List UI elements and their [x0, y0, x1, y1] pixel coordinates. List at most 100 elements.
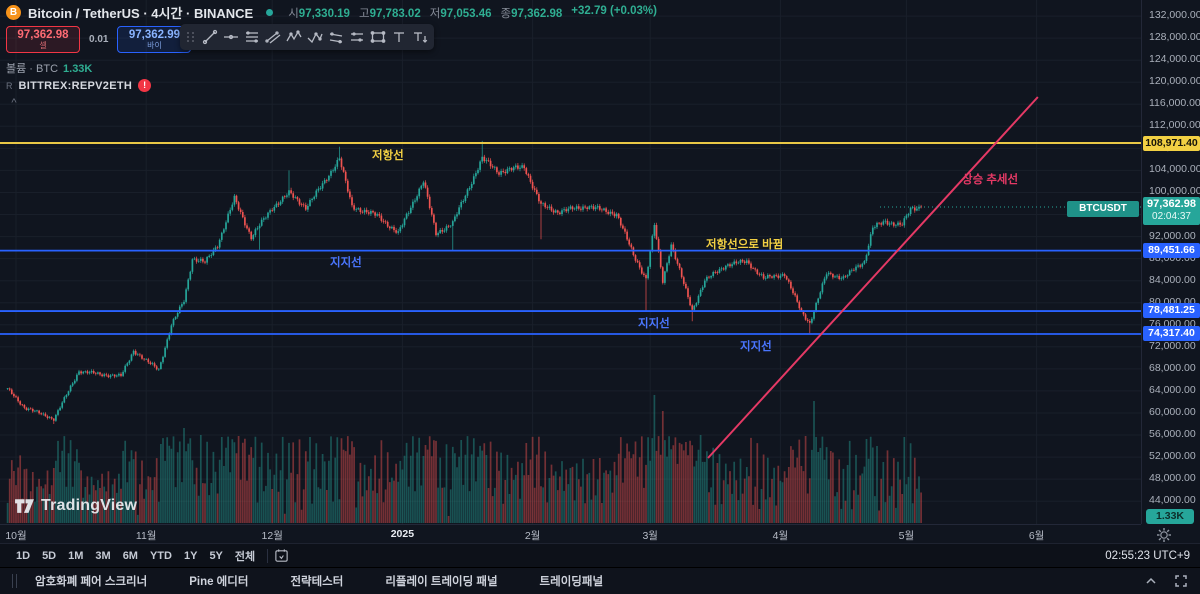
- price-tick: 104,000.00: [1149, 163, 1200, 176]
- tab-replay-trading-panel[interactable]: 리플레이 트레이딩 패널: [385, 576, 498, 588]
- bottom-tabs-bar: 암호화폐 페어 스크리너 Pine 에디터 전략테스터 리플레이 트레이딩 패널 트레이…: [0, 567, 1200, 594]
- sell-button[interactable]: 97,362.98 셀: [6, 26, 80, 53]
- support-line-3-label[interactable]: 지지선: [740, 341, 772, 353]
- support-line-2-label[interactable]: 지지선: [638, 318, 670, 330]
- indicator-error-badge[interactable]: !: [138, 79, 152, 92]
- sell-label: 셀: [39, 41, 47, 50]
- tab-strategy-tester[interactable]: 전략테스터: [290, 576, 344, 588]
- flat-channel-tool-icon[interactable]: [263, 27, 282, 47]
- resistance-changed-label[interactable]: 저항선으로 바뀜: [706, 239, 784, 251]
- volume-down-bars: [8, 411, 922, 523]
- support1-price-axis-label: 89,451.66: [1143, 243, 1200, 258]
- support2-price-axis-label: 78,481.25: [1143, 303, 1200, 318]
- bar-countdown: 02:04:37: [1152, 211, 1191, 222]
- bitcoin-logo-icon: B: [6, 5, 21, 20]
- time-tick: 2025: [390, 528, 415, 540]
- price-tick: 48,000.00: [1149, 472, 1196, 485]
- indicator-symbol: BITTREX:REPV2ETH: [18, 79, 133, 92]
- trend-line-tool-icon[interactable]: [200, 27, 219, 47]
- price-tick: 112,000.00: [1149, 119, 1200, 132]
- close-label: 종: [500, 7, 512, 20]
- elliott-wave-tool-icon[interactable]: [284, 27, 303, 47]
- anchored-text-tool-icon[interactable]: [411, 27, 430, 47]
- indicator-row[interactable]: R BITTREX:REPV2ETH !: [6, 79, 657, 92]
- chart-legend: B Bitcoin / TetherUS · 4시간 · BINANCE 시97…: [6, 4, 657, 109]
- price-tick: 128,000.00: [1149, 31, 1200, 44]
- candle-up-bodies: [6, 156, 920, 421]
- fullscreen-icon[interactable]: [1174, 574, 1188, 588]
- resistance-price-axis-label: 108,971.40: [1143, 136, 1200, 151]
- high-label: 고: [358, 7, 370, 20]
- volume-axis-label: 1.33K: [1146, 509, 1194, 524]
- clock[interactable]: 02:55:23 UTC+9: [1105, 549, 1190, 562]
- buy-label: 바이: [147, 41, 162, 50]
- tradingview-watermark: TradingView: [14, 495, 137, 516]
- horizontal-line-tool-icon[interactable]: [221, 27, 240, 47]
- price-tick: 44,000.00: [1149, 494, 1196, 507]
- indicator-icon: R: [6, 80, 13, 91]
- range-button-5y[interactable]: 5Y: [209, 549, 223, 562]
- uptrend-line[interactable]: [707, 96, 1039, 459]
- volume-indicator-row[interactable]: 볼륨 · BTC 1.33K: [6, 60, 657, 76]
- support-line-1-label[interactable]: 지지선: [330, 257, 362, 269]
- drawing-toolbar: [180, 24, 434, 50]
- buy-price: 97,362.99: [128, 29, 181, 41]
- axis-settings-gear-icon[interactable]: [1156, 527, 1172, 543]
- range-button-1d[interactable]: 1D: [16, 549, 31, 562]
- regression-trend-tool-icon[interactable]: [348, 27, 367, 47]
- toolbar-drag-handle-icon[interactable]: [187, 32, 195, 42]
- price-tick: 120,000.00: [1149, 75, 1200, 88]
- candle-up-wicks: [7, 140, 920, 422]
- time-tick: 6월: [1028, 530, 1045, 542]
- range-button-6m[interactable]: 6M: [122, 549, 138, 562]
- range-button-1y[interactable]: 1Y: [183, 549, 198, 562]
- price-tick: 92,000.00: [1149, 229, 1196, 242]
- range-button-5d[interactable]: 5D: [42, 549, 57, 562]
- volume-label: 볼륨 · BTC: [6, 63, 59, 75]
- time-tick: 2월: [524, 530, 541, 542]
- time-tick: 4월: [772, 530, 789, 542]
- chart-canvas[interactable]: [0, 0, 1141, 524]
- price-axis[interactable]: 44,000.00 48,000.00 52,000.00 56,000.00 60,0…: [1141, 0, 1200, 524]
- tab-pine-editor[interactable]: Pine 에디터: [189, 576, 249, 588]
- rectangle-tool-icon[interactable]: [369, 27, 388, 47]
- legend-collapse-chevron[interactable]: ^: [11, 97, 17, 109]
- time-tick: 10월: [5, 530, 27, 542]
- volume-up-bars: [6, 395, 920, 523]
- current-price: 97,362.98: [1147, 198, 1196, 210]
- range-button-ytd[interactable]: YTD: [149, 549, 172, 562]
- support3-price-axis-label: 74,317.40: [1143, 326, 1200, 341]
- time-axis[interactable]: 10월 11월 12월 2025 2월 3월 4월 5월 6월: [0, 524, 1141, 543]
- tab-crypto-pair-screener[interactable]: 암호화폐 페어 스크리너: [35, 576, 148, 588]
- go-to-date-icon[interactable]: [274, 548, 289, 563]
- range-button-all[interactable]: 전체: [234, 550, 256, 563]
- range-button-3m[interactable]: 3M: [95, 549, 111, 562]
- symbol-title[interactable]: Bitcoin / TetherUS · 4시간 · BINANCE: [28, 6, 254, 21]
- panel-drag-handle[interactable]: [12, 574, 17, 588]
- price-tick: 84,000.00: [1149, 273, 1196, 286]
- range-button-1m[interactable]: 1M: [68, 549, 84, 562]
- uptrend-line-label[interactable]: 상승 추세선: [962, 174, 1019, 186]
- range-toolbar: 1D 5D 1M 3M 6M YTD 1Y 5Y 전체 02:55:23 UTC+9: [0, 543, 1200, 567]
- symbol-price-tag: BTCUSDT: [1067, 201, 1139, 217]
- low-value: 97,053.46: [440, 7, 492, 20]
- price-tick: 60,000.00: [1149, 405, 1196, 418]
- tab-trading-panel[interactable]: 트레이딩패널: [539, 576, 604, 588]
- disjoint-channel-tool-icon[interactable]: [327, 27, 346, 47]
- buy-button[interactable]: 97,362.99 바이: [117, 26, 192, 53]
- parallel-channel-tool-icon[interactable]: [242, 27, 261, 47]
- price-tick: 100,000.00: [1149, 185, 1200, 198]
- panel-expand-chevron-icon[interactable]: [1144, 574, 1158, 588]
- text-tool-icon[interactable]: [390, 27, 409, 47]
- time-tick: 5월: [898, 530, 915, 542]
- price-tick: 72,000.00: [1149, 339, 1196, 352]
- change-value: +32.79 (+0.03%): [571, 4, 657, 17]
- current-price-axis-label: 97,362.98 02:04:37: [1143, 197, 1200, 225]
- price-tick: 116,000.00: [1149, 97, 1200, 110]
- price-tick: 68,000.00: [1149, 361, 1196, 374]
- abc-pattern-tool-icon[interactable]: [305, 27, 324, 47]
- low-label: 저: [429, 7, 441, 20]
- ohlc-values: 시97,330.19 고97,783.02 저97,053.46 종97,362…: [288, 5, 657, 21]
- resistance-line-label[interactable]: 저항선: [372, 150, 404, 162]
